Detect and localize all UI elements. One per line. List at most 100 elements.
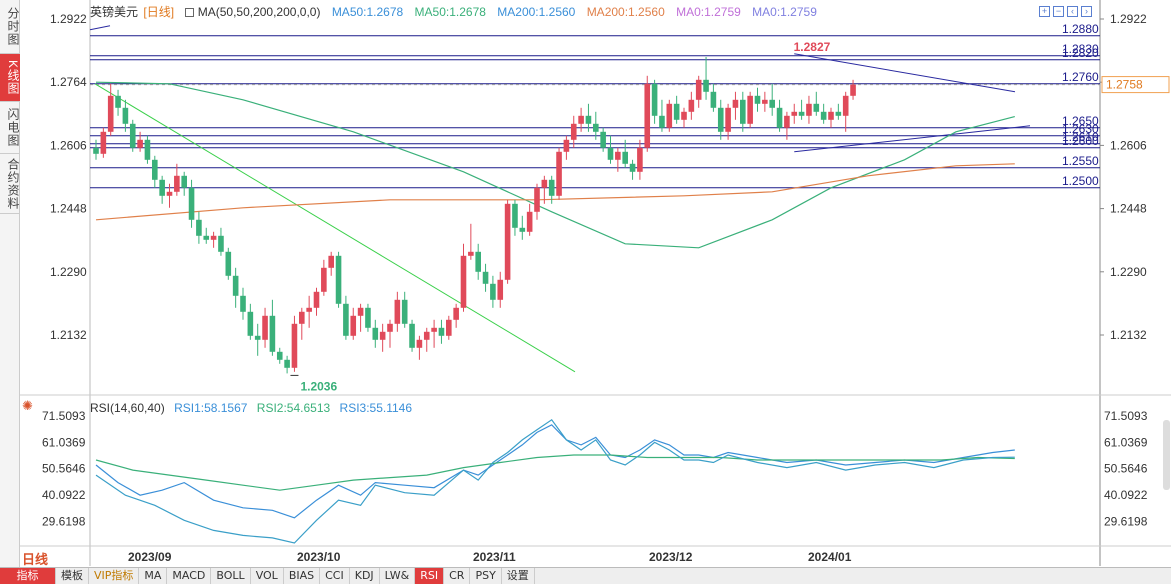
candle-body — [210, 235, 217, 240]
candle — [651, 79, 658, 124]
candle-body — [615, 151, 621, 160]
left-sidebar: 分时图 K线图 闪电图 合约资料 — [0, 0, 20, 567]
candle-body — [659, 115, 665, 128]
candle — [504, 199, 511, 284]
ma-value: MA50:1.2678 — [414, 5, 486, 19]
tab-cr[interactable]: CR — [444, 568, 471, 584]
symbol-name: 英镑美元 — [90, 5, 139, 19]
candle-body — [460, 255, 467, 308]
candle-body — [475, 251, 481, 272]
candle-body — [850, 84, 856, 96]
tab-boll[interactable]: BOLL — [211, 568, 251, 584]
level-label: 1.2630 — [1062, 122, 1099, 136]
candle-body — [453, 307, 459, 320]
candle-body — [769, 99, 775, 108]
settings-icon[interactable]: ✺ — [22, 398, 33, 413]
price-tick-label: 1.2606 — [50, 138, 87, 152]
tab-contract-info[interactable]: 合约资料 — [0, 154, 20, 214]
current-price-label: 1.2758 — [1106, 78, 1143, 92]
candle — [497, 271, 504, 308]
settings-button[interactable]: 设置 — [502, 568, 535, 584]
candle-body — [276, 351, 283, 360]
candle — [717, 99, 724, 140]
ma-value: MA200:1.2560 — [497, 5, 576, 19]
candle-body — [490, 283, 496, 300]
date-label: 2023/10 — [297, 550, 341, 564]
candle — [107, 83, 114, 136]
tab-kdj[interactable]: KDJ — [350, 568, 380, 584]
level-label: 1.2820 — [1062, 46, 1099, 60]
price-tick-label: 1.2448 — [50, 202, 87, 216]
candle-body — [710, 91, 717, 108]
candle — [284, 355, 290, 374]
tab-bias[interactable]: BIAS — [284, 568, 321, 584]
tab-timeshare[interactable]: 分时图 — [0, 0, 20, 54]
candle — [232, 267, 239, 308]
level-label: 1.2650 — [1062, 114, 1099, 128]
level-label: 1.2500 — [1062, 174, 1099, 188]
tab-kline[interactable]: K线图 — [0, 54, 20, 102]
rsi-definition: RSI(14,60,40) — [90, 401, 165, 415]
candle-body — [254, 335, 261, 340]
candle-body — [754, 95, 761, 104]
tab-macd[interactable]: MACD — [167, 568, 212, 584]
period-button[interactable]: 日线 — [22, 552, 49, 567]
candle-body — [600, 131, 606, 148]
candle — [247, 303, 254, 340]
price-tick-label: 1.2132 — [1110, 328, 1147, 342]
indicator-button[interactable]: 指标 — [0, 568, 56, 584]
rsi-legend: RSI(14,60,40) RSI1:58.1567 RSI2:54.6513 … — [90, 401, 418, 415]
candle — [629, 159, 636, 180]
candle — [710, 83, 717, 112]
candle — [526, 203, 533, 236]
candle — [122, 99, 129, 132]
tab-ma[interactable]: MA — [139, 568, 168, 584]
candle — [299, 307, 305, 340]
candle — [534, 183, 540, 220]
tab-vol[interactable]: VOL — [251, 568, 284, 584]
tab-rsi[interactable]: RSI — [415, 568, 445, 584]
candle-body — [637, 147, 643, 172]
candle — [475, 243, 481, 280]
candle-body — [541, 179, 548, 188]
rsi-scrollbar[interactable] — [1163, 420, 1170, 490]
candle — [659, 99, 665, 132]
move-right-icon[interactable]: › — [1081, 6, 1092, 17]
tab-psy[interactable]: PSY — [470, 568, 502, 584]
zoom-in-icon[interactable]: + — [1039, 6, 1050, 17]
candle — [137, 131, 143, 152]
rsi-tick-label: 61.0369 — [1104, 435, 1148, 449]
candle — [144, 135, 151, 164]
candle — [93, 139, 99, 160]
candle — [166, 183, 173, 208]
candle-body — [431, 327, 437, 332]
candle — [240, 287, 246, 320]
candle-body — [717, 107, 724, 132]
candle — [159, 175, 165, 204]
trend-stub — [89, 25, 111, 31]
level-label: 1.2830 — [1062, 42, 1099, 56]
candle-body — [107, 95, 114, 132]
candle-body — [262, 315, 268, 340]
ma-value: MA0:1.2759 — [676, 5, 741, 19]
candle — [541, 175, 548, 204]
candle-body — [372, 327, 379, 340]
candle — [820, 103, 827, 124]
tab-flash-chart[interactable]: 闪电图 — [0, 102, 20, 154]
candle-body — [784, 115, 790, 128]
candle-body — [585, 115, 592, 124]
tab-lw[interactable]: LW& — [380, 568, 416, 584]
move-left-icon[interactable]: ‹ — [1067, 6, 1078, 17]
candle — [762, 91, 768, 112]
candle-body — [269, 315, 276, 352]
candle — [357, 303, 364, 332]
candle-body — [519, 227, 526, 232]
price-tick-label: 1.2132 — [50, 328, 87, 342]
template-button[interactable]: 模板 — [56, 568, 89, 584]
ma-definition: MA(50,50,200,200,0,0) — [197, 5, 321, 19]
vip-indicator-button[interactable]: VIP指标 — [89, 568, 140, 584]
zoom-out-icon[interactable]: − — [1053, 6, 1064, 17]
tab-cci[interactable]: CCI — [320, 568, 350, 584]
candle — [431, 319, 437, 348]
